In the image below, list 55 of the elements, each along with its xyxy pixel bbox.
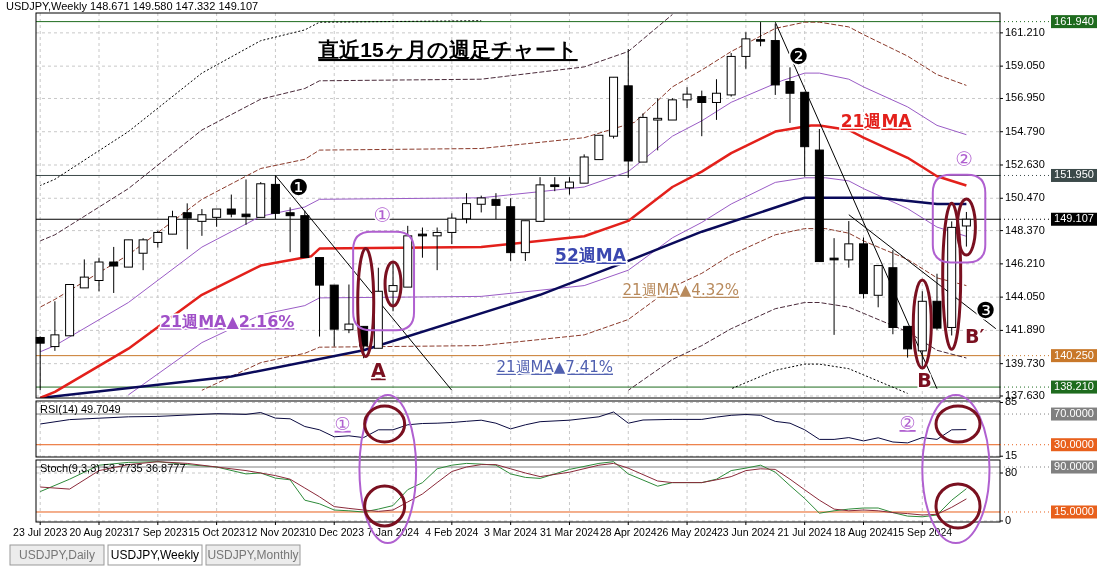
y-tick-label: 156.950	[1005, 91, 1045, 104]
y-tick-label: 0	[1005, 513, 1012, 526]
y-tick-label: 146.210	[1005, 256, 1045, 269]
x-tick-label: 12 Nov 2023	[245, 526, 306, 538]
annotation: 52週MA	[555, 245, 627, 266]
x-tick-label: 4 Feb 2024	[425, 526, 479, 538]
x-tick-label: 23 Jul 2023	[13, 526, 68, 538]
x-tick-label: 10 Dec 2023	[304, 526, 365, 538]
ref-line-label: 15.0000	[1054, 504, 1094, 517]
y-tick-label: 150.470	[1005, 191, 1045, 204]
chart-title: RSI(14) 49.7049	[40, 403, 121, 415]
ref-line-label: 70.0000	[1054, 406, 1094, 419]
y-tick-label: 152.630	[1005, 157, 1045, 170]
ref-line-label: 140.250	[1054, 348, 1094, 361]
x-tick-label: 21 Jul 2024	[777, 526, 832, 538]
x-tick-label: 26 May 2024	[656, 526, 718, 538]
x-tick-label: 31 Mar 2024	[539, 526, 600, 538]
annotation: ❸	[975, 297, 996, 323]
ref-line-label: 138.210	[1054, 379, 1094, 392]
ref-line-label: 30.0000	[1054, 437, 1094, 450]
text: USDJPY,Daily	[19, 548, 95, 562]
chart-subtitle: USDJPY,Weekly 148.671 149.580 147.332 149.107	[6, 0, 259, 12]
y-tick-label: 139.730	[1005, 356, 1045, 369]
x-tick-label: 23 Jun 2024	[716, 526, 775, 538]
annotation: 21週MA▲4.32%	[622, 281, 740, 300]
ref-line-label: 149.107	[1054, 212, 1094, 225]
y-tick-label: 161.210	[1005, 25, 1045, 38]
annotation: ❷	[788, 43, 809, 69]
y-tick-label: 148.370	[1005, 223, 1045, 236]
y-tick-label: 80	[1005, 465, 1018, 478]
x-tick-label: 28 Apr 2024	[599, 526, 657, 538]
annotation: A	[370, 359, 386, 382]
annotation: ①	[334, 412, 351, 434]
annotation: 21週MA▲7.41%	[496, 358, 613, 377]
text: USDJPY,Monthly	[207, 548, 299, 562]
y-tick-label: 141.890	[1005, 323, 1045, 336]
x-tick-label: 17 Sep 2023	[128, 526, 188, 538]
ref-line-label: 161.940	[1054, 14, 1094, 27]
annotation: ❶	[288, 174, 309, 200]
ref-line-label: 151.950	[1054, 168, 1094, 181]
annotation: B′	[965, 325, 985, 348]
x-tick-label: 20 Aug 2023	[69, 526, 129, 538]
y-tick-label: 159.050	[1005, 59, 1045, 72]
text: USDJPY,Weekly	[110, 548, 200, 562]
x-tick-label: 3 Mar 2024	[484, 526, 538, 538]
x-tick-label: 15 Oct 2023	[188, 526, 246, 538]
annotation: ②	[899, 412, 916, 434]
annotation: B	[917, 368, 932, 391]
y-tick-label: 144.050	[1005, 290, 1045, 303]
y-tick-label: 154.790	[1005, 124, 1045, 137]
y-tick-label: 15	[1005, 449, 1018, 462]
x-tick-label: 18 Aug 2024	[833, 526, 894, 538]
text: 直近15ヶ月の週足チャート	[317, 38, 578, 61]
annotation: ②	[955, 147, 974, 172]
ref-line-label: 90.0000	[1054, 459, 1094, 472]
